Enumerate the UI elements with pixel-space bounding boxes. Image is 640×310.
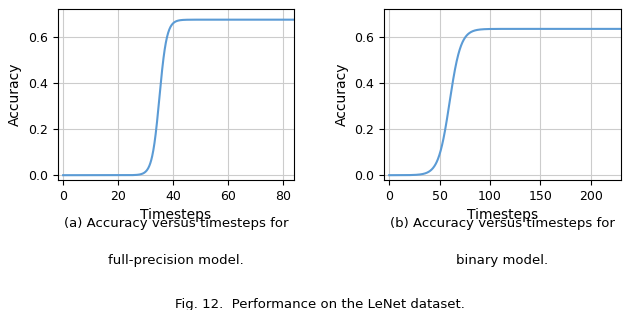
Y-axis label: Accuracy: Accuracy (8, 63, 22, 126)
Text: (a) Accuracy versus timesteps for: (a) Accuracy versus timesteps for (63, 217, 288, 230)
Y-axis label: Accuracy: Accuracy (335, 63, 349, 126)
X-axis label: Timesteps: Timesteps (467, 208, 538, 222)
Text: binary model.: binary model. (456, 254, 548, 267)
Text: (b) Accuracy versus timesteps for: (b) Accuracy versus timesteps for (390, 217, 615, 230)
X-axis label: Timesteps: Timesteps (140, 208, 211, 222)
Text: full-precision model.: full-precision model. (108, 254, 244, 267)
Text: Fig. 12.  Performance on the LeNet dataset.: Fig. 12. Performance on the LeNet datase… (175, 298, 465, 310)
